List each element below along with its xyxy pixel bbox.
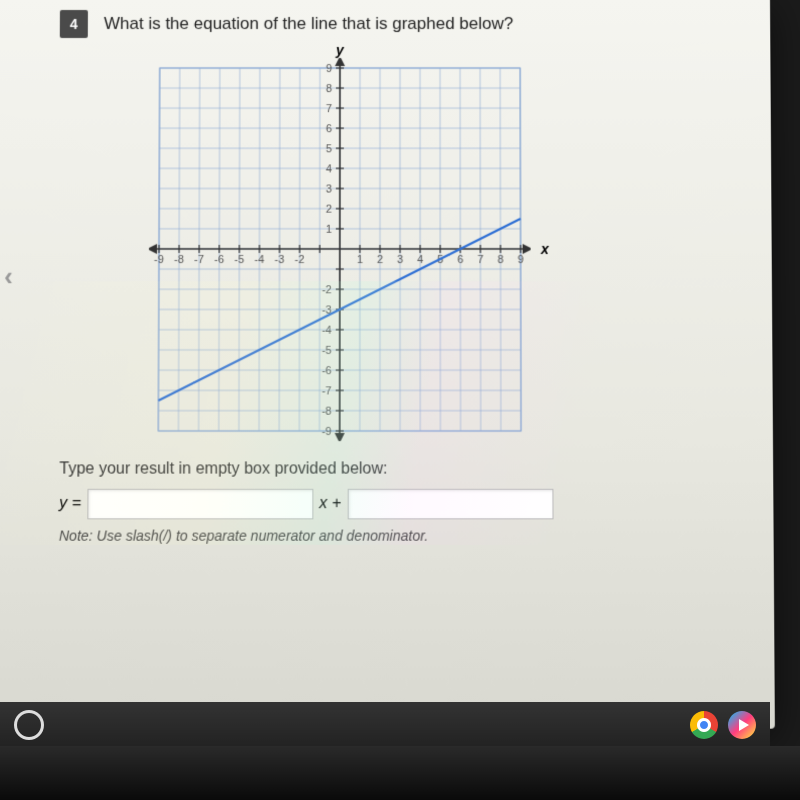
nav-prev-chevron[interactable]: ‹ <box>4 261 13 292</box>
svg-text:3: 3 <box>397 254 403 266</box>
svg-text:6: 6 <box>457 254 463 266</box>
svg-text:6: 6 <box>326 123 332 135</box>
svg-text:-5: -5 <box>322 345 332 357</box>
svg-text:-8: -8 <box>174 254 184 266</box>
svg-text:-8: -8 <box>322 406 332 418</box>
x-axis-label: x <box>541 241 549 257</box>
intercept-input[interactable] <box>347 489 553 520</box>
question-header: 4 What is the equation of the line that … <box>60 10 740 38</box>
svg-text:-2: -2 <box>295 254 305 266</box>
chrome-icon[interactable] <box>690 711 718 739</box>
svg-text:1: 1 <box>326 224 332 236</box>
taskbar <box>0 702 770 748</box>
svg-text:-9: -9 <box>322 426 332 438</box>
svg-text:2: 2 <box>377 254 383 266</box>
svg-text:-4: -4 <box>322 325 332 337</box>
play-store-icon[interactable] <box>728 711 756 739</box>
question-text: What is the equation of the line that is… <box>104 14 513 34</box>
coordinate-graph: 123456789-9-8-7-6-5-4-3-2123456789-2-3-4… <box>148 58 531 441</box>
svg-text:-5: -5 <box>234 254 244 266</box>
svg-text:4: 4 <box>417 254 423 266</box>
svg-text:-3: -3 <box>275 254 285 266</box>
svg-text:3: 3 <box>326 183 332 195</box>
svg-text:7: 7 <box>477 254 483 266</box>
equation-middle: x + <box>319 495 341 513</box>
svg-text:5: 5 <box>326 143 332 155</box>
svg-text:-9: -9 <box>154 254 164 266</box>
svg-text:8: 8 <box>497 254 503 266</box>
svg-text:9: 9 <box>326 63 332 75</box>
svg-text:9: 9 <box>518 254 524 266</box>
svg-text:7: 7 <box>326 103 332 115</box>
answer-form: y = x + <box>59 489 743 520</box>
svg-text:4: 4 <box>326 163 332 175</box>
question-number-badge: 4 <box>60 10 88 38</box>
laptop-bezel <box>0 746 800 800</box>
svg-text:1: 1 <box>357 254 363 266</box>
note-text: Note: Use slash(/) to separate numerator… <box>59 527 743 543</box>
svg-text:-7: -7 <box>322 385 332 397</box>
svg-text:2: 2 <box>326 204 332 216</box>
slope-input[interactable] <box>87 489 313 520</box>
launcher-icon[interactable] <box>14 710 44 740</box>
y-axis-label: y <box>150 42 530 58</box>
svg-text:-7: -7 <box>194 254 204 266</box>
svg-text:-6: -6 <box>214 254 224 266</box>
svg-text:8: 8 <box>326 83 332 95</box>
svg-text:-4: -4 <box>255 254 265 266</box>
svg-text:-6: -6 <box>322 365 332 377</box>
equation-prefix: y = <box>59 495 81 513</box>
instruction-text: Type your result in empty box provided b… <box>59 460 743 478</box>
svg-text:-2: -2 <box>322 284 332 296</box>
